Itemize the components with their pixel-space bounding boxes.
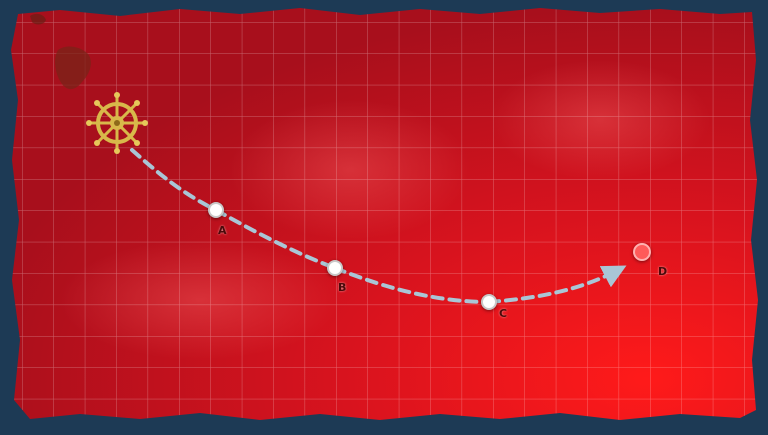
node-label-c: C [499,307,508,320]
map-node-b[interactable] [327,260,343,276]
island [55,46,91,90]
node-label-a: A [218,224,227,237]
ship-wheel-icon[interactable] [86,92,148,154]
node-label-d: D [658,265,668,278]
map-node-a[interactable] [208,202,224,218]
map-node-c[interactable] [481,294,497,310]
map-node-d-enemy[interactable] [633,243,651,261]
node-label-b: B [338,281,347,294]
